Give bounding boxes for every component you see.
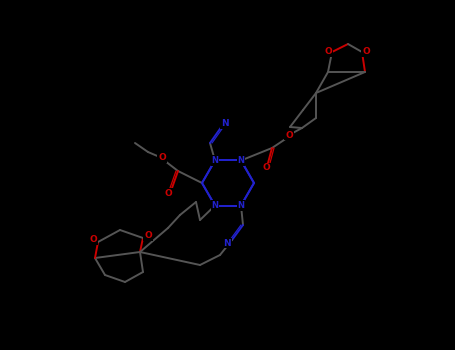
- Text: N: N: [238, 201, 244, 210]
- Text: N: N: [212, 201, 218, 210]
- Text: N: N: [223, 238, 231, 247]
- Text: N: N: [238, 201, 244, 210]
- Text: O: O: [324, 48, 332, 56]
- Text: N: N: [238, 156, 244, 165]
- Text: O: O: [89, 236, 97, 245]
- Text: O: O: [144, 231, 152, 240]
- Text: O: O: [164, 189, 172, 197]
- Text: O: O: [362, 48, 370, 56]
- Text: O: O: [164, 189, 172, 197]
- Text: O: O: [158, 154, 166, 162]
- Text: O: O: [89, 236, 97, 245]
- Text: N: N: [221, 119, 229, 128]
- Text: N: N: [223, 238, 231, 247]
- Text: O: O: [262, 163, 270, 173]
- Text: N: N: [221, 119, 229, 128]
- Text: N: N: [212, 156, 218, 165]
- Text: O: O: [262, 163, 270, 173]
- Text: N: N: [212, 201, 218, 210]
- Text: O: O: [158, 154, 166, 162]
- Text: O: O: [285, 131, 293, 140]
- Text: O: O: [285, 131, 293, 140]
- Text: N: N: [238, 156, 244, 165]
- Text: O: O: [362, 48, 370, 56]
- Text: N: N: [212, 156, 218, 165]
- Text: O: O: [144, 231, 152, 240]
- Text: O: O: [324, 48, 332, 56]
